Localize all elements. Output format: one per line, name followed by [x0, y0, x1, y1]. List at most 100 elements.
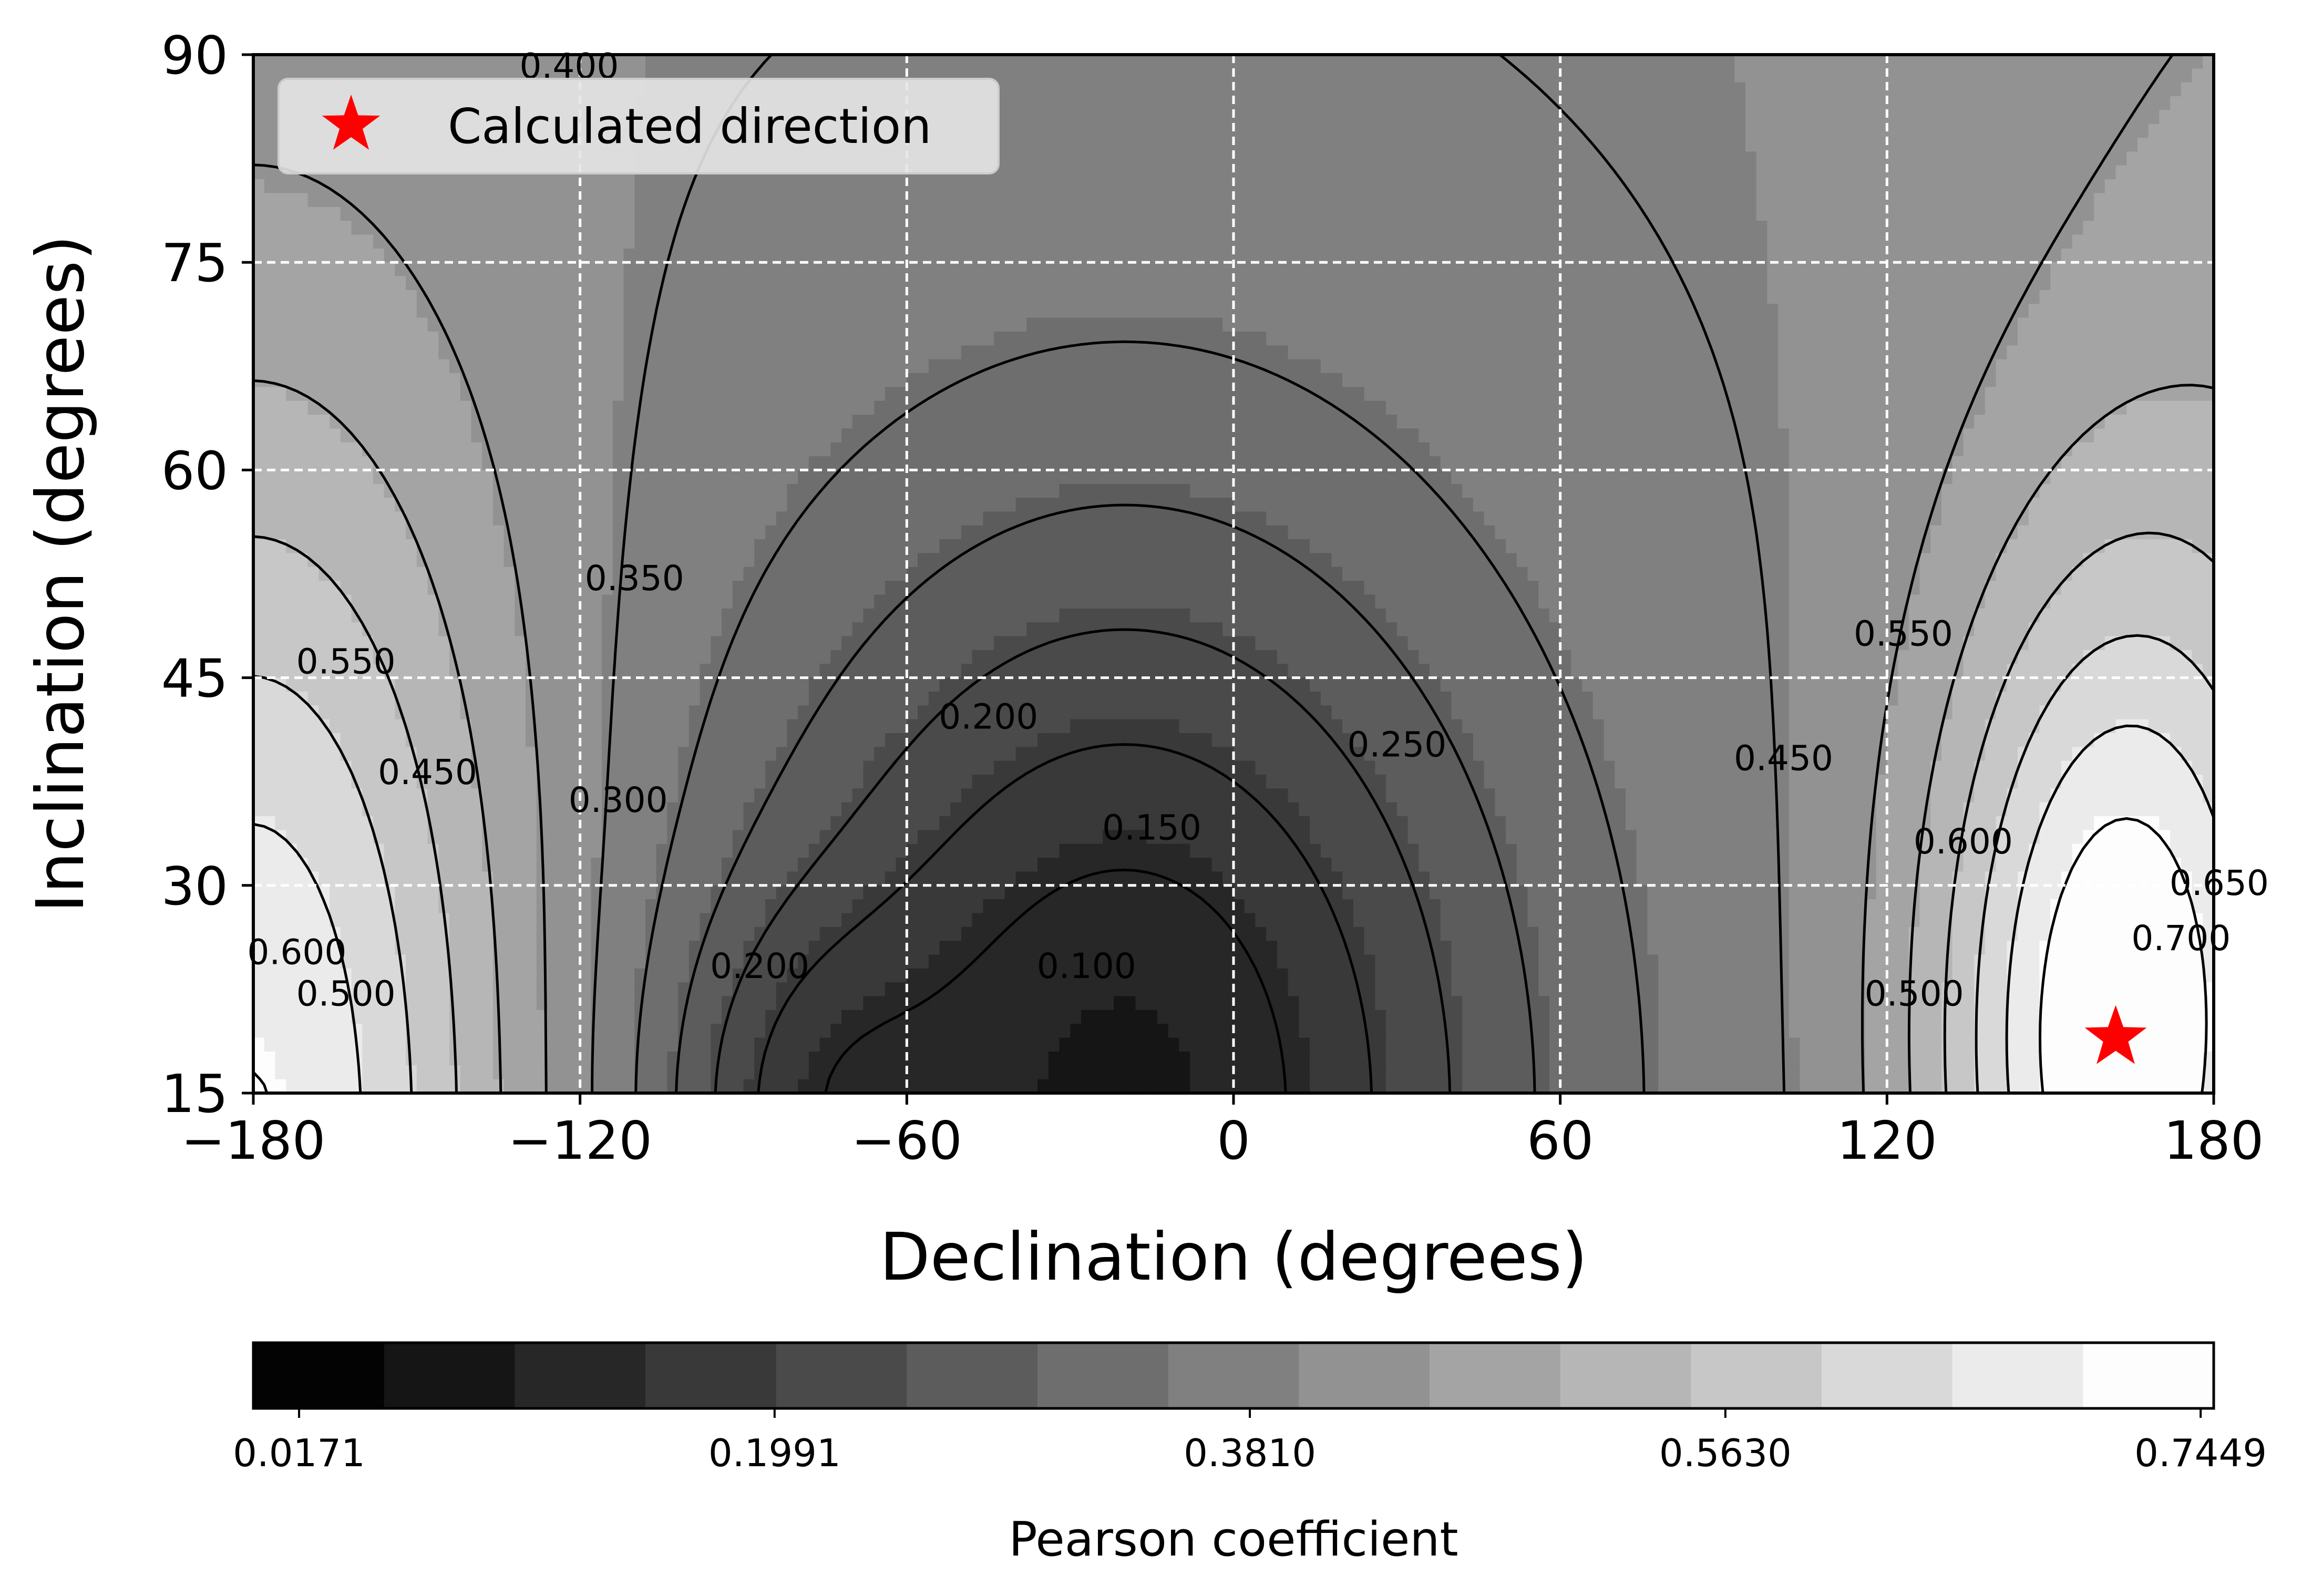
- contour-fill-cell: [634, 290, 646, 305]
- contour-fill-cell: [667, 304, 679, 318]
- contour-fill-cell: [1386, 68, 1397, 83]
- contour-fill-cell: [1473, 345, 1485, 360]
- contour-fill-cell: [1211, 415, 1224, 429]
- contour-fill-cell: [2192, 82, 2204, 97]
- contour-fill-cell: [1898, 179, 1909, 194]
- contour-fill-cell: [1211, 179, 1224, 194]
- contour-fill-cell: [1070, 110, 1082, 125]
- contour-fill-cell: [602, 55, 613, 69]
- contour-fill-cell: [1854, 387, 1866, 401]
- contour-fill-cell: [2028, 165, 2040, 180]
- contour-fill-cell: [1168, 96, 1180, 111]
- contour-fill-cell: [602, 262, 613, 277]
- contour-fill-cell: [874, 193, 886, 208]
- contour-fill-cell: [2170, 110, 2182, 125]
- contour-fill-cell: [2018, 387, 2029, 401]
- contour-fill-cell: [1419, 207, 1430, 221]
- contour-fill-cell: [275, 193, 286, 208]
- contour-fill-cell: [1364, 428, 1376, 443]
- contour-fill-cell: [2050, 68, 2062, 83]
- contour-fill-cell: [732, 359, 744, 374]
- contour-fill-cell: [351, 359, 363, 374]
- contour-fill-cell: [819, 55, 831, 69]
- contour-fill-cell: [1114, 179, 1125, 194]
- contour-fill-cell: [492, 207, 505, 221]
- contour-fill-cell: [1353, 400, 1365, 415]
- contour-fill-cell: [1059, 151, 1071, 166]
- contour-fill-cell: [275, 331, 286, 346]
- contour-fill-cell: [2083, 373, 2094, 388]
- contour-fill-cell: [1756, 82, 1768, 97]
- contour-fill-cell: [1124, 262, 1136, 277]
- contour-fill-cell: [1419, 304, 1430, 318]
- contour-fill-cell: [1767, 165, 1779, 180]
- contour-fill-cell: [1560, 345, 1572, 360]
- contour-fill-cell: [1320, 193, 1332, 208]
- contour-fill-cell: [1604, 138, 1616, 152]
- contour-fill-cell: [2159, 400, 2171, 415]
- contour-fill-cell: [1506, 345, 1517, 360]
- contour-fill-cell: [1800, 276, 1812, 291]
- contour-fill-cell: [307, 428, 320, 443]
- contour-fill-cell: [1865, 317, 1877, 332]
- contour-fill-cell: [754, 304, 766, 318]
- contour-fill-cell: [2072, 55, 2084, 69]
- contour-fill-cell: [1811, 110, 1822, 125]
- contour-fill-cell: [841, 415, 853, 429]
- contour-fill-cell: [1756, 123, 1768, 138]
- contour-fill-cell: [515, 304, 526, 318]
- contour-fill-cell: [1919, 221, 1931, 235]
- contour-fill-cell: [253, 55, 265, 69]
- contour-fill-cell: [591, 345, 602, 360]
- contour-fill-cell: [2159, 317, 2171, 332]
- contour-fill-cell: [264, 151, 276, 166]
- contour-fill-cell: [1506, 68, 1517, 83]
- contour-fill-cell: [2104, 304, 2116, 318]
- contour-fill-cell: [1190, 304, 1201, 318]
- contour-fill-cell: [1952, 68, 1964, 83]
- contour-fill-cell: [612, 207, 624, 221]
- contour-fill-cell: [515, 428, 526, 443]
- contour-fill-cell: [722, 304, 733, 318]
- contour-fill-cell: [1277, 96, 1289, 111]
- contour-fill-cell: [1756, 55, 1768, 69]
- contour-fill-cell: [1114, 68, 1125, 83]
- contour-fill-cell: [939, 304, 951, 318]
- contour-fill-cell: [1419, 179, 1430, 194]
- contour-fill-cell: [362, 387, 374, 401]
- contour-fill-cell: [1963, 387, 1975, 401]
- contour-fill-cell: [362, 234, 374, 249]
- contour-fill-cell: [2192, 317, 2204, 332]
- contour-fill-cell: [503, 331, 516, 346]
- contour-fill-cell: [1157, 179, 1169, 194]
- contour-fill-cell: [1930, 207, 1942, 221]
- contour-fill-cell: [1592, 234, 1605, 249]
- contour-fill-cell: [1299, 248, 1310, 263]
- contour-fill-cell: [1396, 234, 1409, 249]
- contour-fill-cell: [286, 276, 297, 291]
- contour-fill-cell: [2159, 138, 2171, 152]
- contour-fill-cell: [819, 262, 831, 277]
- contour-fill-cell: [2039, 123, 2051, 138]
- contour-fill-cell: [427, 234, 439, 249]
- contour-fill-cell: [547, 262, 559, 277]
- contour-fill-cell: [732, 331, 744, 346]
- contour-fill-cell: [1549, 373, 1561, 388]
- contour-fill-cell: [623, 331, 635, 346]
- contour-fill-cell: [449, 248, 461, 263]
- contour-fill-cell: [1800, 82, 1812, 97]
- contour-fill-cell: [2137, 179, 2149, 194]
- contour-fill-cell: [1898, 138, 1909, 152]
- contour-fill-cell: [1462, 234, 1474, 249]
- contour-fill-cell: [1919, 317, 1931, 332]
- contour-fill-cell: [1407, 179, 1420, 194]
- contour-fill-cell: [2181, 82, 2193, 97]
- contour-fill-cell: [1702, 138, 1713, 152]
- contour-fill-cell: [253, 110, 265, 125]
- contour-fill-cell: [1430, 179, 1441, 194]
- contour-fill-cell: [1647, 331, 1659, 346]
- contour-fill-cell: [754, 345, 766, 360]
- contour-fill-cell: [1004, 387, 1016, 401]
- contour-fill-cell: [2137, 96, 2149, 111]
- contour-fill-cell: [264, 179, 276, 194]
